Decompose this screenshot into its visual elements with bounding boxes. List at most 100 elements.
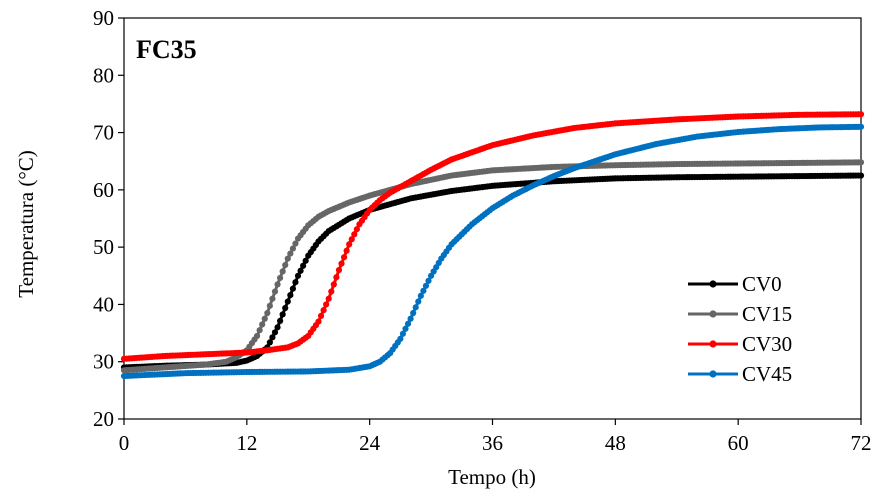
data-point [407,315,414,322]
data-point [292,279,299,286]
data-point [259,321,266,328]
data-point [410,309,417,317]
panel-label: FC35 [136,35,197,64]
y-tick-label: 30 [93,350,114,374]
x-axis-label: Tempo (h) [448,465,536,489]
series-cv45 [120,123,865,380]
data-point [404,320,412,327]
data-point [284,298,291,305]
data-point [346,241,353,248]
x-tick-label: 36 [482,431,503,455]
legend-label: CV0 [742,272,782,296]
y-tick-label: 40 [93,292,114,316]
data-point [264,309,271,317]
data-point [315,318,322,325]
data-point [415,298,422,305]
legend-item-cv0: CV0 [688,272,782,296]
data-point [269,295,276,302]
data-point [282,261,289,269]
y-axis-label: Temperatura (°C) [14,150,38,297]
data-point [300,262,307,269]
data-point [857,111,865,118]
legend-swatch-marker [709,280,717,288]
data-point [266,339,273,346]
data-point [266,302,273,309]
data-point [340,254,348,261]
legend-item-cv15: CV15 [688,302,792,326]
data-point [353,226,360,233]
legend-swatch-marker [709,370,717,378]
data-point [256,327,263,334]
data-point [297,267,304,274]
data-point [351,231,358,238]
x-tick-label: 0 [119,431,130,455]
legend-item-cv45: CV45 [688,362,792,386]
data-point [328,288,335,295]
data-point [292,240,299,247]
data-point [402,325,409,332]
data-point [417,292,424,299]
legend: CV0 CV15 CV30 CV45 [688,272,792,386]
data-point [399,330,407,337]
data-point [277,274,284,282]
data-point [269,334,276,341]
data-point [333,274,340,281]
legend-label: CV45 [742,362,792,386]
data-point [335,266,343,274]
data-point [274,324,281,331]
data-point [425,277,432,284]
data-point [284,255,291,262]
data-point [420,287,427,294]
x-tick-label: 24 [359,431,381,455]
series-cv30 [120,111,865,362]
data-point [857,159,865,166]
legend-label: CV30 [742,332,792,356]
y-tick-label: 20 [93,407,114,431]
data-point [348,236,355,243]
data-point [261,315,268,322]
x-tick-label: 60 [728,431,749,455]
y-tick-label: 70 [93,121,114,145]
data-point [330,281,337,288]
data-point [253,332,261,340]
data-point [323,301,330,308]
data-point [287,292,294,299]
data-point [302,257,309,264]
x-tick-label: 72 [851,431,872,455]
data-point [338,260,345,267]
data-point [271,329,279,336]
data-point [317,312,325,319]
data-point [289,285,296,292]
legend-item-cv30: CV30 [688,332,792,356]
legend-swatch-marker [709,310,717,318]
legend-swatch-marker [709,340,717,348]
axis-ticks: 20 30 40 50 60 70 80 90 0 12 24 36 48 60 72 [93,6,872,455]
data-point [857,123,865,130]
data-point [289,245,296,252]
series-layer [120,111,865,380]
data-point [857,172,865,179]
data-point [279,311,286,318]
y-tick-label: 60 [93,178,114,202]
data-point [320,307,327,314]
y-tick-label: 50 [93,235,114,259]
x-tick-label: 48 [605,431,626,455]
series-cv15 [120,159,865,374]
data-point [294,272,302,279]
y-tick-label: 80 [93,63,114,87]
data-point [274,281,281,288]
data-point [325,295,332,302]
x-tick-label: 12 [236,431,257,455]
y-tick-label: 90 [93,6,114,30]
data-point [279,268,286,275]
data-point [277,317,284,324]
data-point [282,304,289,312]
data-point [287,250,294,257]
data-point [412,304,419,311]
data-point [397,335,404,342]
data-point [343,247,350,254]
data-point [422,282,430,289]
data-point [271,288,279,295]
legend-label: CV15 [742,302,792,326]
